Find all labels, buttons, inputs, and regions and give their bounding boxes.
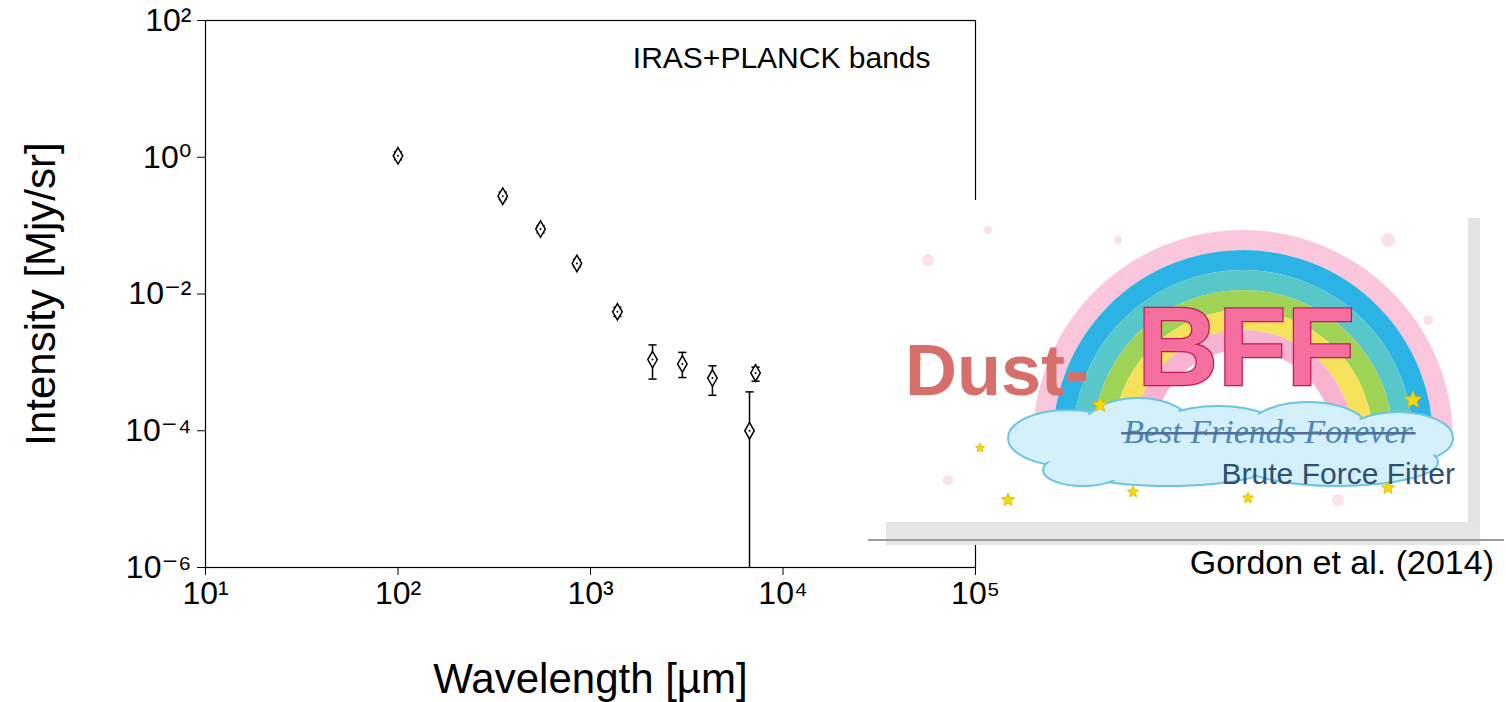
svg-text:Intensity [Mjy/sr]: Intensity [Mjy/sr] bbox=[17, 142, 64, 445]
svg-text:Gordon et al. (2014): Gordon et al. (2014) bbox=[1190, 543, 1494, 581]
svg-text:10⁵: 10⁵ bbox=[951, 575, 1000, 611]
svg-text:10⁻⁴: 10⁻⁴ bbox=[125, 412, 191, 448]
svg-text:10²: 10² bbox=[145, 2, 192, 38]
svg-text:10⁰: 10⁰ bbox=[143, 138, 191, 174]
svg-text:IRAS+PLANCK bands: IRAS+PLANCK bands bbox=[633, 41, 931, 74]
svg-text:Best Friends Forever: Best Friends Forever bbox=[1123, 413, 1413, 450]
svg-text:Dust-: Dust- bbox=[905, 330, 1089, 410]
svg-text:10⁴: 10⁴ bbox=[758, 575, 807, 611]
svg-text:10⁻⁶: 10⁻⁶ bbox=[125, 548, 192, 585]
svg-text:10³: 10³ bbox=[567, 575, 614, 611]
svg-text:Wavelength [µm]: Wavelength [µm] bbox=[433, 655, 747, 702]
svg-text:BFF: BFF bbox=[1137, 284, 1355, 409]
svg-text:10¹: 10¹ bbox=[182, 575, 228, 611]
svg-text:Brute Force Fitter: Brute Force Fitter bbox=[1222, 457, 1455, 490]
svg-text:10²: 10² bbox=[375, 575, 422, 611]
svg-text:10⁻²: 10⁻² bbox=[128, 275, 191, 311]
